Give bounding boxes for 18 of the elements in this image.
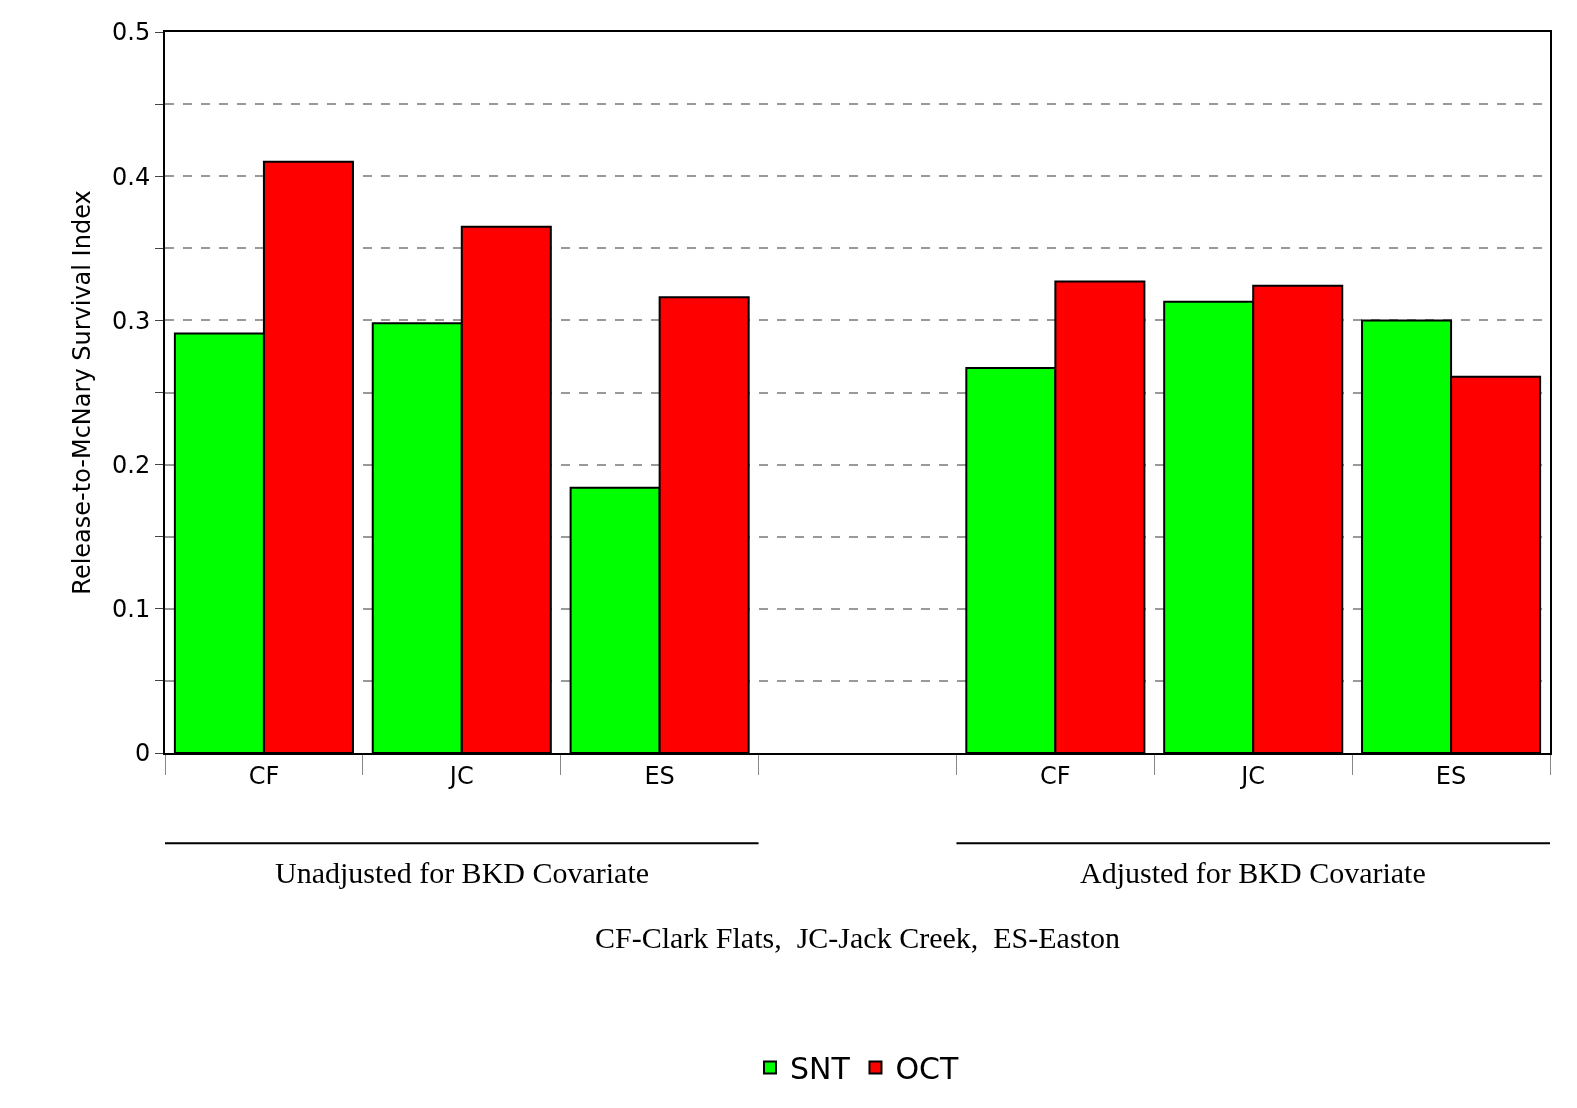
y-axis-title: Release-to-McNary Survival Index <box>67 190 96 595</box>
text: Adjusted for BKD Covariate <box>1080 856 1426 889</box>
x-tick-label: JC <box>1239 761 1266 790</box>
text: CF-Clark Flats, JC-Jack Creek, ES-Easton <box>595 921 1120 954</box>
y-tick-label: 0.4 <box>112 162 151 191</box>
legend-label: OCT <box>895 1051 960 1087</box>
text: Unadjusted for BKD Covariate <box>275 856 650 889</box>
x-tick-label: ES <box>1435 761 1467 790</box>
x-tick-label: CF <box>1040 761 1071 790</box>
x-tick-label: CF <box>248 761 280 790</box>
y-tick-label: 0.5 <box>112 18 151 47</box>
y-tick-label: 0.3 <box>112 306 151 335</box>
x-tick-label: ES <box>644 761 675 790</box>
y-tick-label: 0.2 <box>112 451 151 479</box>
y-tick-label: 0 <box>134 739 151 768</box>
legend-label: SNT <box>790 1051 851 1087</box>
x-tick-label: JC <box>447 761 474 790</box>
y-tick-label: 0.1 <box>112 595 151 624</box>
